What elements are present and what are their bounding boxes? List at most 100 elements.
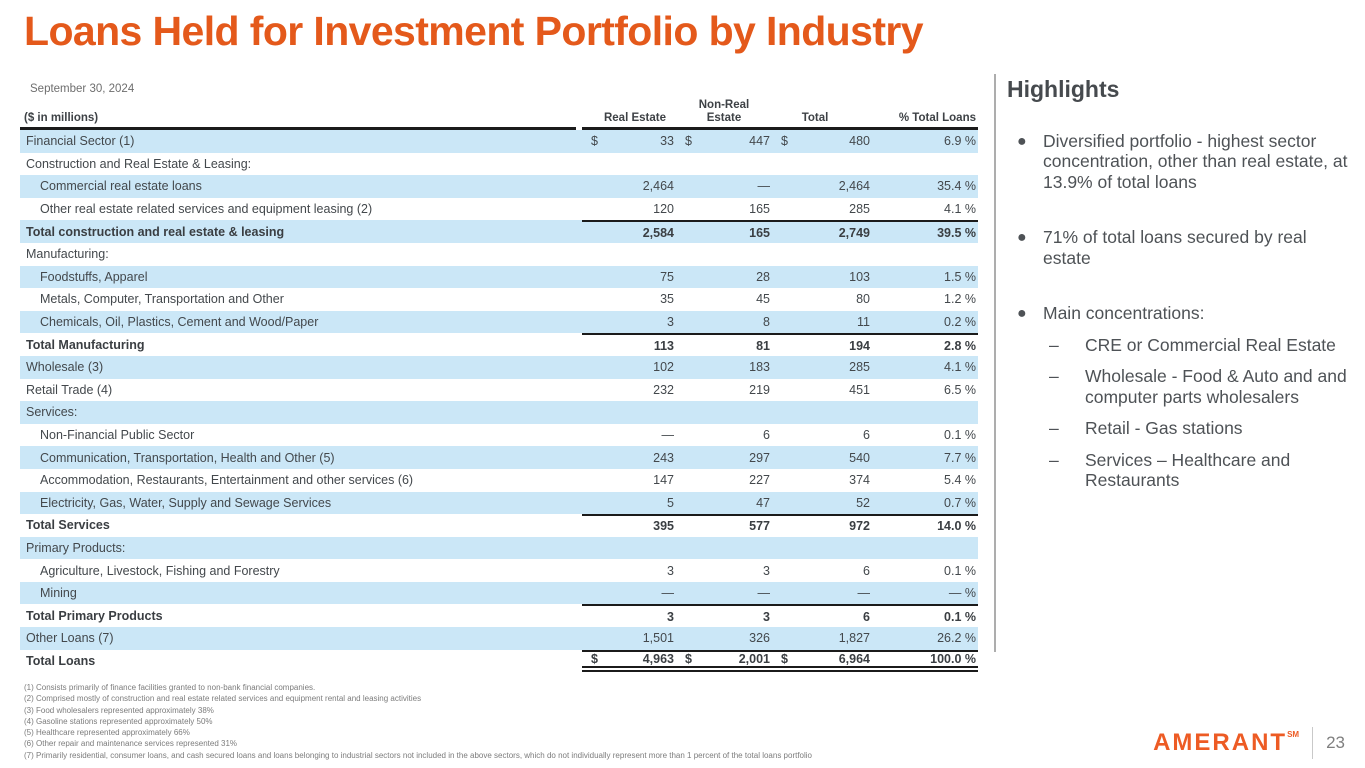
bullet-marker: ● (1017, 229, 1027, 247)
cell-non-real-estate: 28 (676, 270, 772, 284)
row-label: Manufacturing: (26, 247, 109, 262)
cell-non-real-estate: 297 (676, 451, 772, 465)
row-label: Primary Products: (26, 540, 126, 555)
cell-value: 194 (849, 338, 870, 353)
cell-pct-total-loans: 100.0 % (930, 651, 976, 666)
row-label: Accommodation, Restaurants, Entertainmen… (40, 473, 414, 488)
table-row: Other Loans (7) 1,501 326 1,827 26.2 % (20, 627, 978, 650)
cell-real-estate: 3 (582, 564, 676, 578)
row-values: 232 219 451 6.5 % (582, 379, 978, 402)
row-values: 75 28 103 1.5 % (582, 266, 978, 289)
cell-value: 80 (856, 292, 870, 307)
row-values: 5 47 52 0.7 % (582, 492, 978, 515)
cell-pct-total-loans: 0.1 % (944, 428, 976, 443)
vertical-divider (994, 74, 996, 652)
cell-total: $6,964 (772, 652, 872, 666)
row-label: Commercial real estate loans (40, 179, 202, 194)
cell-total: 540 (772, 451, 872, 465)
table-row: Electricity, Gas, Water, Supply and Sewa… (20, 491, 978, 515)
cell-value: 326 (749, 631, 770, 646)
dash-marker: – (1049, 366, 1059, 387)
cell-value: 2,584 (642, 225, 674, 240)
cell-value: 33 (660, 134, 674, 149)
row-values: 3 3 6 0.1 % (582, 559, 978, 582)
cell-non-real-estate: 165 (676, 202, 772, 216)
cell-pct-total-loans: 0.7 % (944, 495, 976, 510)
cell-value: 540 (849, 450, 870, 465)
cell-value: 374 (849, 473, 870, 488)
cell-real-estate: — (582, 586, 676, 600)
cell-real-estate: 3 (582, 610, 676, 624)
cell-value: 297 (749, 450, 770, 465)
dash-marker: – (1049, 449, 1059, 470)
bullet-content: 71% of total loans secured by real estat… (1043, 227, 1355, 268)
row-label: Wholesale (3) (26, 360, 104, 375)
cell-value: — (757, 179, 771, 194)
bullet-item: ● 71% of total loans secured by real esta… (1007, 227, 1355, 268)
cell-value: 285 (849, 360, 870, 375)
cell-value: 232 (653, 382, 674, 397)
cell-non-real-estate: 47 (676, 496, 772, 510)
cell-total: 285 (772, 202, 872, 216)
row-values (582, 243, 978, 266)
row-values: 2,584 165 2,749 39.5 % (582, 220, 978, 243)
table-row: Commercial real estate loans 2,464 — 2,464 3… (20, 175, 978, 198)
cell-non-real-estate: 81 (676, 339, 772, 353)
cell-value: — (661, 428, 675, 443)
cell-value: — (857, 586, 871, 601)
cell-real-estate: 102 (582, 360, 676, 374)
cell-pct-total-loans: 0.2 % (944, 315, 976, 330)
cell-value: 4,963 (642, 651, 674, 666)
cell-non-real-estate: 219 (676, 383, 772, 397)
row-label: Electricity, Gas, Water, Supply and Sewa… (40, 495, 332, 510)
cell-value: 3 (667, 609, 674, 624)
cell-value: 120 (653, 202, 674, 217)
cell-total: 285 (772, 360, 872, 374)
cell-total: 6 (772, 564, 872, 578)
amerant-logo: AMERANTSM (1153, 731, 1299, 755)
cell-value: 3 (763, 609, 770, 624)
row-values: 3 3 6 0.1 % (582, 604, 978, 627)
row-label: Construction and Real Estate & Leasing: (26, 156, 252, 171)
row-values (582, 153, 978, 176)
cell-value: 103 (849, 269, 870, 284)
dollar-sign: $ (591, 651, 598, 666)
row-values: 35 45 80 1.2 % (582, 288, 978, 311)
cell-real-estate: — (582, 428, 676, 442)
row-values: $33 $447 $480 6.9 % (582, 130, 978, 153)
cell-total: 80 (772, 292, 872, 306)
cell-value: 447 (749, 134, 770, 149)
table-row: Primary Products: (20, 536, 978, 560)
cell-total: 11 (772, 315, 872, 329)
table-row: Foodstuffs, Apparel 75 28 103 1.5 % (20, 265, 978, 289)
table-row: Agriculture, Livestock, Fishing and Fore… (20, 559, 978, 582)
row-values: 113 81 194 2.8 % (582, 333, 978, 356)
cell-value: 52 (856, 495, 870, 510)
bullet-item: ● Diversified portfolio - highest sector … (1007, 131, 1355, 192)
cell-real-estate: 75 (582, 270, 676, 284)
cell-value: 113 (653, 338, 674, 353)
row-label: Services: (26, 405, 78, 420)
cell-value: 35 (660, 292, 674, 307)
footnote-line: (1) Consists primarily of finance facili… (24, 683, 316, 692)
cell-real-estate: 113 (582, 339, 676, 353)
row-label: Non-Financial Public Sector (40, 428, 195, 443)
cell-real-estate: $4,963 (582, 652, 676, 666)
cell-real-estate: 2,584 (582, 226, 676, 240)
row-label: Total Loans (26, 653, 96, 668)
sub-bullet-text: Retail - Gas stations (1085, 418, 1243, 439)
cell-value: 8 (763, 315, 770, 330)
cell-pct-total-loans: 35.4 % (937, 179, 976, 194)
cell-real-estate: $33 (582, 134, 676, 148)
column-header-non-real-estate: Non-Real Estate (698, 99, 750, 124)
cell-value: 45 (756, 292, 770, 307)
cell-pct-total-loans: 5.4 % (944, 473, 976, 488)
cell-real-estate: 120 (582, 202, 676, 216)
table-row: Retail Trade (4) 232 219 451 6.5 % (20, 379, 978, 402)
table-header-columns: Real Estate Non-Real Estate Total % Tota… (582, 99, 978, 130)
units-label: ($ in millions) (20, 99, 576, 130)
footnote-line: (3) Food wholesalers represented approxi… (24, 705, 214, 715)
row-values: 120 165 285 4.1 % (582, 198, 978, 221)
dollar-sign: $ (781, 134, 788, 149)
cell-pct-total-loans: 39.5 % (937, 225, 976, 240)
